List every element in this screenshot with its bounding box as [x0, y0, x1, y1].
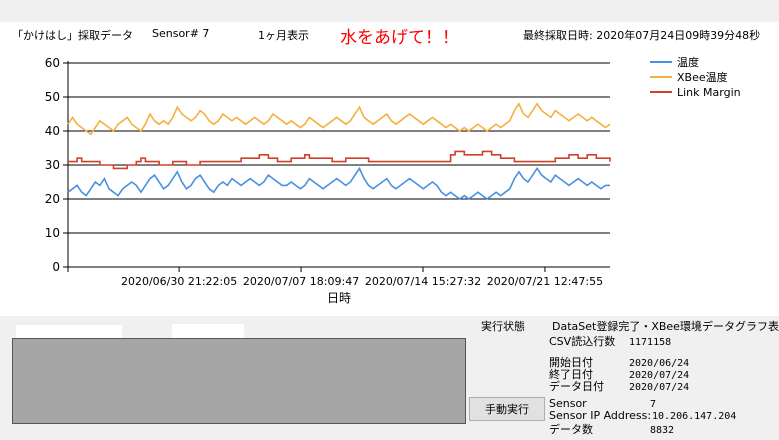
- sensor-label: Sensor: [549, 397, 587, 410]
- start-date-label: 開始日付: [549, 356, 593, 369]
- blank-field-2: [172, 324, 244, 338]
- y-tick-label: 60: [45, 56, 60, 70]
- y-tick-label: 40: [45, 124, 60, 138]
- data-date-value: 2020/07/24: [629, 382, 690, 393]
- sensor-number-label: Sensor# 7: [152, 27, 210, 40]
- x-tick-label: 2020/07/07 18:09:47: [243, 275, 359, 288]
- y-tick-label: 20: [45, 192, 60, 206]
- csv-rows-value: 1171158: [629, 337, 672, 348]
- end-date-value: 2020/07/24: [629, 370, 690, 381]
- x-tick-label: 2020/07/14 15:27:32: [365, 275, 481, 288]
- series-line-1: [67, 102, 611, 136]
- sensor-ip-label: Sensor IP Address:: [549, 409, 652, 422]
- y-tick-label: 50: [45, 90, 60, 104]
- legend-entry: Link Margin: [677, 86, 741, 99]
- preview-panel: [12, 338, 466, 424]
- y-tick-label: 0: [52, 260, 60, 274]
- header-bar: 「かけはし」採取データ Sensor# 7 1ヶ月表示 水をあげて！！ 最終採取…: [0, 22, 779, 48]
- data-count-value: 8832: [650, 425, 675, 436]
- manual-run-button[interactable]: 手動実行: [469, 397, 545, 421]
- y-tick-label: 30: [45, 158, 60, 172]
- legend-entry: 温度: [677, 55, 699, 69]
- x-tick-label: 2020/06/30 21:22:05: [121, 275, 237, 288]
- state-value: DataSet登録完了・XBee環境データグラフ表示完了: [552, 320, 779, 333]
- sensor-line-chart: 0 10 20 30 40 50 60 2020/06/30 21:22:05 2020/07/…: [0, 46, 779, 316]
- data-date-label: データ日付: [549, 380, 604, 393]
- series-line-2: [68, 150, 611, 170]
- last-sample-time: 最終採取日時: 2020年07月24日09時39分48秒: [523, 29, 761, 42]
- start-date-value: 2020/06/24: [629, 358, 690, 369]
- blank-field-1: [16, 325, 122, 339]
- sensor-value: 7: [650, 399, 657, 410]
- sensor-ip-value: 10.206.147.204: [652, 411, 737, 422]
- x-axis-label: 日時: [327, 291, 351, 305]
- legend-entry: XBee温度: [677, 70, 728, 84]
- x-tick-label: 2020/07/21 12:47:55: [487, 275, 603, 288]
- series-line-0: [67, 166, 610, 200]
- data-count-label: データ数: [549, 423, 593, 436]
- app-title: 「かけはし」採取データ: [12, 29, 133, 42]
- state-label: 実行状態: [481, 320, 525, 333]
- csv-rows-label: CSV読込行数: [549, 335, 616, 348]
- period-label: 1ヶ月表示: [258, 29, 309, 42]
- y-tick-label: 10: [45, 226, 60, 240]
- water-alert: 水をあげて！！: [340, 28, 459, 48]
- end-date-label: 終了日付: [549, 368, 593, 381]
